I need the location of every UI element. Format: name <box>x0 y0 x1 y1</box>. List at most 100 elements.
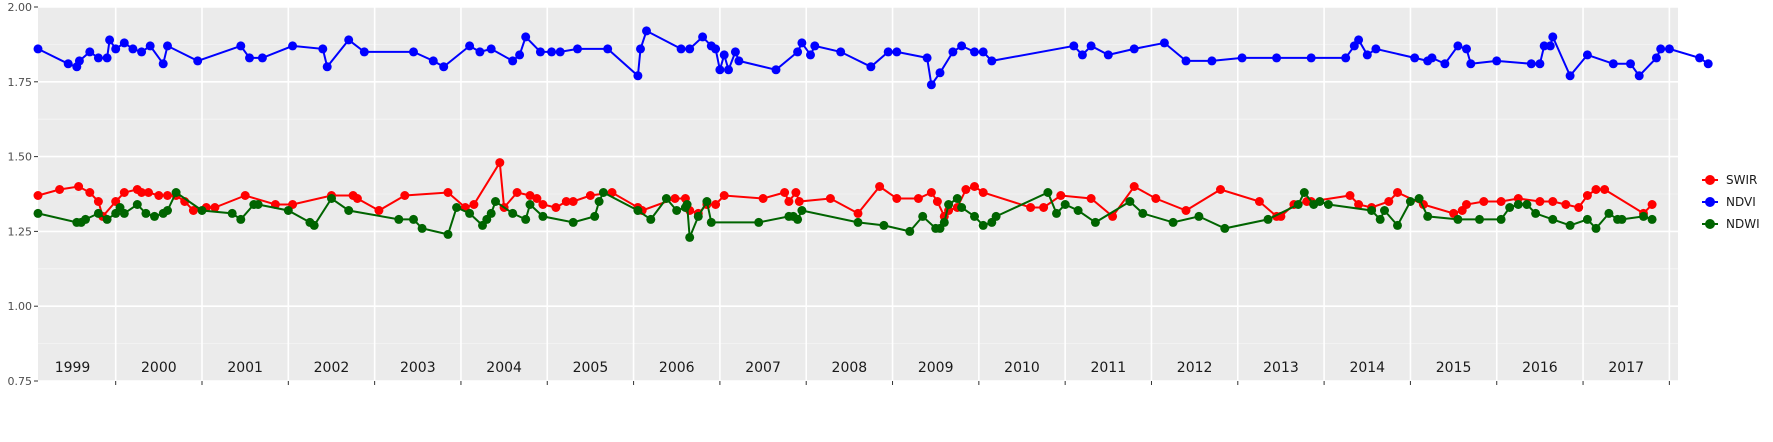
data-point-ndvi <box>1492 56 1502 66</box>
series-ndvi <box>33 26 1713 90</box>
data-point-swir <box>1496 197 1506 206</box>
data-point-ndwi <box>939 217 949 227</box>
data-point-swir <box>1561 200 1571 209</box>
data-point-ndwi <box>706 217 716 227</box>
data-point-ndvi <box>730 47 740 57</box>
data-point-ndwi <box>465 208 475 218</box>
data-point-ndwi <box>1375 214 1385 224</box>
data-point-swir <box>240 191 250 200</box>
data-point-swir <box>568 197 578 206</box>
data-point-swir <box>1591 185 1601 194</box>
data-point-ndvi <box>465 41 475 51</box>
data-point-swir <box>1086 194 1096 203</box>
data-point-ndwi <box>1138 208 1148 218</box>
data-point-swir <box>794 197 804 206</box>
year-label: 2001 <box>227 360 263 376</box>
data-point-ndvi <box>724 65 733 75</box>
data-point-ndwi <box>521 214 531 224</box>
data-point-ndwi <box>682 200 692 209</box>
data-point-ndwi <box>132 200 142 209</box>
data-point-swir <box>74 182 84 191</box>
data-point-ndwi <box>81 214 90 224</box>
data-point-ndwi <box>1565 220 1575 230</box>
y-axis: 0.75 1.00 1.25 1.50 1.75 2.00 <box>8 1 38 388</box>
data-point-ndvi <box>793 47 803 57</box>
data-point-ndwi <box>978 220 988 230</box>
data-point-ndvi <box>1545 41 1555 51</box>
data-point-ndwi <box>1617 214 1627 224</box>
data-point-ndvi <box>1272 53 1282 63</box>
data-point-ndvi <box>1159 38 1169 48</box>
data-point-swir <box>137 188 147 197</box>
year-label: 2006 <box>659 360 695 376</box>
data-point-ndwi <box>693 211 703 221</box>
data-point-ndwi <box>1220 223 1230 233</box>
data-point-swir <box>825 194 835 203</box>
data-point-ndvi <box>1181 56 1191 66</box>
data-point-swir <box>374 206 384 215</box>
data-point-ndvi <box>1410 53 1420 63</box>
data-point-swir <box>1582 191 1592 200</box>
data-point-ndwi <box>1367 206 1377 215</box>
data-point-ndvi <box>1069 41 1079 51</box>
data-point-ndvi <box>948 47 958 57</box>
data-point-ndvi <box>428 56 438 66</box>
series-swir <box>33 158 1657 221</box>
data-point-ndvi <box>236 41 246 51</box>
data-point-swir <box>758 194 768 203</box>
data-point-ndwi <box>702 197 712 206</box>
data-point-swir <box>892 194 902 203</box>
data-point-swir <box>144 188 153 197</box>
year-label: 2017 <box>1608 360 1644 376</box>
data-point-swir <box>469 200 479 209</box>
data-point-ndvi <box>85 47 95 57</box>
data-point-ndwi <box>970 211 979 221</box>
data-point-ndvi <box>439 62 449 72</box>
data-point-ndvi <box>1695 53 1705 63</box>
data-point-ndvi <box>987 56 997 66</box>
year-label: 2011 <box>1090 360 1126 376</box>
data-point-ndvi <box>33 44 43 54</box>
data-point-swir <box>1462 200 1471 209</box>
data-point-ndvi <box>836 47 846 57</box>
data-point-ndvi <box>573 44 582 54</box>
data-point-ndvi <box>636 44 645 54</box>
year-label: 2002 <box>314 360 350 376</box>
data-point-swir <box>784 197 794 206</box>
data-point-swir <box>913 194 923 203</box>
data-point-swir <box>1535 197 1545 206</box>
data-point-ndwi <box>102 214 112 224</box>
data-point-ndvi <box>288 41 298 51</box>
data-point-ndvi <box>926 80 936 90</box>
data-point-swir <box>1600 185 1610 194</box>
year-label: 2004 <box>486 360 522 376</box>
data-point-swir <box>532 194 542 203</box>
data-point-ndvi <box>806 50 815 60</box>
data-point-swir <box>1181 206 1191 215</box>
data-point-swir <box>551 203 561 212</box>
series-layer <box>33 26 1713 242</box>
data-point-swir <box>443 188 453 197</box>
data-point-swir <box>352 194 362 203</box>
data-point-ndwi <box>1194 211 1204 221</box>
data-point-ndwi <box>1513 200 1523 209</box>
data-point-ndvi <box>922 53 932 63</box>
data-point-ndwi <box>394 214 404 224</box>
data-point-ndvi <box>1526 59 1536 69</box>
data-point-swir <box>495 158 505 168</box>
data-point-ndwi <box>594 197 604 206</box>
legend-key-point <box>1705 219 1715 229</box>
data-point-ndwi <box>1405 197 1415 206</box>
data-point-swir <box>561 197 571 206</box>
data-point-ndwi <box>1647 214 1657 224</box>
data-point-ndvi <box>1703 59 1713 69</box>
data-point-ndvi <box>1462 44 1471 54</box>
data-point-swir <box>1479 197 1489 206</box>
data-point-ndvi <box>797 38 807 48</box>
data-point-ndwi <box>672 206 682 215</box>
data-point-ndwi <box>685 232 695 242</box>
data-point-ndvi <box>1086 41 1096 51</box>
data-point-swir <box>970 182 979 191</box>
data-point-ndvi <box>1634 71 1644 81</box>
data-point-ndvi <box>1237 53 1247 63</box>
